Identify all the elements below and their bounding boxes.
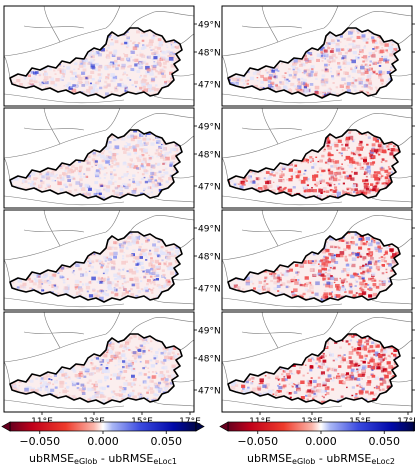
- map-panel-r4-c2: [222, 312, 415, 415]
- map-panel-r1-c2: [222, 6, 415, 106]
- colorbar-tick-label: −0.050: [19, 435, 60, 448]
- lat-tick-label: 49°N: [198, 225, 221, 235]
- lat-tick-label: 47°N: [198, 285, 221, 295]
- lat-tick-label: 49°N: [198, 21, 221, 31]
- colorbar-label-main: ubRMSE: [247, 452, 292, 464]
- lat-tick-label: 49°N: [198, 327, 221, 337]
- map-panel-r2-c1: [4, 108, 197, 208]
- colorbar-label-sub: eLoc1: [153, 457, 177, 464]
- colorbar-extend-min: [220, 422, 228, 431]
- map-panel-r3-c2: [222, 210, 415, 310]
- colorbar-label-main: ubRMSE: [326, 452, 371, 464]
- lat-tick-label: 48°N: [198, 253, 221, 263]
- lat-tick-label: 47°N: [198, 387, 221, 397]
- colorbar-tick-label: 0.050: [368, 435, 400, 448]
- colorbar-tick-label: 0.050: [150, 435, 182, 448]
- colorbar-extend-min: [2, 422, 10, 431]
- lat-tick-label: 49°N: [198, 123, 221, 133]
- lat-tick-label: 47°N: [198, 183, 221, 193]
- lat-tick-label: 47°N: [198, 81, 221, 91]
- colorbar-label-sub: eGlob: [292, 457, 315, 464]
- lat-tick-label: 48°N: [198, 355, 221, 365]
- colorbar-gradient: [228, 422, 414, 431]
- colorbar-label: ubRMSEeGlob - ubRMSEeLoc1: [29, 452, 177, 464]
- lat-tick-label: 48°N: [198, 49, 221, 59]
- colorbar-gradient: [10, 422, 196, 431]
- map-panel-r4-c1: [4, 312, 197, 415]
- colorbar-tick-label: 0.000: [305, 435, 337, 448]
- lat-tick-label: 48°N: [198, 151, 221, 161]
- colorbar-label-main: ubRMSE: [29, 452, 74, 464]
- map-panel-r3-c1: [4, 210, 197, 310]
- map-panel-r1-c1: [4, 6, 197, 106]
- colorbar-label-sub: eLoc2: [371, 457, 395, 464]
- colorbar-label-main: ubRMSE: [108, 452, 153, 464]
- map-panel-r2-c2: [222, 108, 415, 208]
- colorbar-label-sep: -: [97, 452, 108, 464]
- colorbar-label-sub: eGlob: [74, 457, 97, 464]
- colorbar-tick-label: 0.000: [87, 435, 119, 448]
- colorbar-label: ubRMSEeGlob - ubRMSEeLoc2: [247, 452, 395, 464]
- colorbar-tick-label: −0.050: [237, 435, 278, 448]
- colorbar-label-sep: -: [315, 452, 326, 464]
